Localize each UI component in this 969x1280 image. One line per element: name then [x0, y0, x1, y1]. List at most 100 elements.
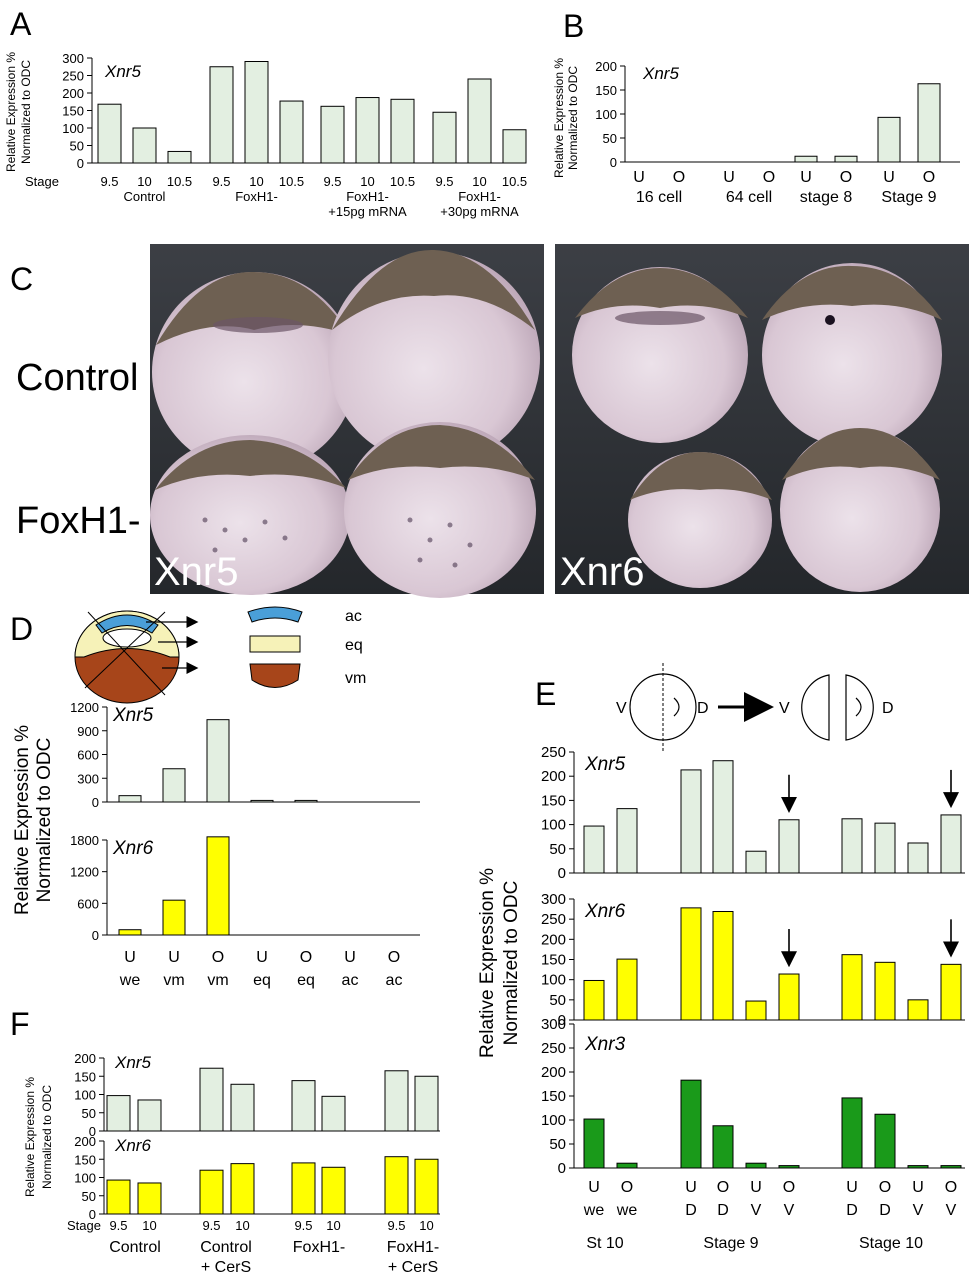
- panel-d-category-sublabel: vm: [163, 972, 184, 989]
- panel-e-category-label: O: [879, 1179, 891, 1196]
- panel-d-xnr6-tick-label: 0: [92, 928, 99, 943]
- panel-e-category-sublabel: we: [583, 1202, 605, 1219]
- panel-f-category-label: 10: [142, 1218, 156, 1233]
- schema-v-right: V: [779, 700, 790, 717]
- panel-e-xnr3-tick-label: 50: [549, 1136, 566, 1153]
- panel-e-category-sublabel: D: [685, 1202, 697, 1219]
- panel-a-bar: [502, 129, 527, 164]
- legend-swatch-ac: [247, 606, 303, 623]
- panel-d-xnr6-bar: [162, 899, 186, 936]
- panel-a-category-label: 10: [472, 174, 486, 189]
- panel-b-category-label: O: [763, 169, 775, 186]
- panel-f-xnr5-bar: [321, 1095, 346, 1132]
- panel-f-xnr5-bar: [199, 1067, 224, 1132]
- panel-e-xnr6-tick-label: 0: [558, 1012, 566, 1029]
- panel-e-xnr5-tick-label: 50: [549, 841, 566, 858]
- panel-a-group-label: Control: [124, 189, 166, 204]
- panel-b-category-label: U: [633, 169, 645, 186]
- panel-f-xnr6-bar: [199, 1169, 224, 1215]
- panel-e-category-label: O: [783, 1179, 795, 1196]
- panel-e-group-label: St 10: [586, 1235, 623, 1252]
- panel-a-category-label: 10.5: [390, 174, 415, 189]
- panel-d-category-sublabel: eq: [253, 972, 271, 989]
- photo-label-xnr6: Xnr6: [560, 550, 645, 594]
- panel-a-bar: [355, 97, 380, 164]
- panel-e-xnr6-bar: [712, 911, 734, 1021]
- panel-e-xnr3-tick-label: 200: [541, 1064, 566, 1081]
- panel-d-xnr5-bar: [162, 768, 186, 803]
- panel-f-series-label: Xnr5: [114, 1053, 151, 1072]
- panel-a-bar: [132, 127, 157, 164]
- panel-d-series-label: Xnr5: [112, 705, 154, 726]
- panel-d-category-sublabel: we: [119, 972, 141, 989]
- panel-a-category-label: 10: [360, 174, 374, 189]
- panel-e-category-label: U: [588, 1179, 600, 1196]
- panel-e-xnr3-tick-label: 0: [558, 1160, 566, 1177]
- panel-f-category-label: 9.5: [109, 1218, 127, 1233]
- panel-f-xnr5-tick-label: 200: [74, 1051, 96, 1066]
- panel-a-stage-label: Stage: [25, 174, 59, 189]
- panel-label-e: E: [535, 676, 556, 712]
- panel-e-y-label: Relative Expression % Normalized to ODC: [477, 868, 522, 1058]
- panel-a-bar: [167, 150, 192, 164]
- panel-e-xnr6-bar: [680, 907, 702, 1021]
- panel-b-group-label: Stage 9: [881, 189, 936, 206]
- panel-e-xnr6-bar: [907, 999, 929, 1021]
- panel-e-xnr5-tick-label: 100: [541, 817, 566, 834]
- photo-panel-xnr5: Xnr5: [150, 244, 544, 598]
- panel-e-category-label: U: [912, 1179, 924, 1196]
- panel-a-category-label: 10: [137, 174, 151, 189]
- panel-d-xnr5-bar: [294, 799, 318, 803]
- panel-e-schematic: V D V D: [616, 663, 894, 752]
- panel-e-xnr3-bar: [680, 1079, 702, 1169]
- panel-a-group-sublabel: +15pg mRNA: [328, 204, 407, 219]
- panel-f-xnr6-bar: [291, 1162, 316, 1215]
- panel-f-xnr6-tick-label: 150: [74, 1152, 96, 1167]
- panel-b-group-label: stage 8: [800, 189, 853, 206]
- panel-e-xnr5-tick-label: 250: [541, 744, 566, 761]
- legend-swatch-vm: [249, 663, 301, 688]
- panel-b-bar: [917, 83, 941, 163]
- panel-e-category-label: O: [717, 1179, 729, 1196]
- panel-a-category-label: 10.5: [167, 174, 192, 189]
- legend-label-ac: ac: [345, 608, 362, 625]
- panel-d-category-label: U: [256, 949, 268, 966]
- panel-d-category-label: U: [168, 949, 180, 966]
- panel-e-xnr3-tick-label: 300: [541, 1016, 566, 1033]
- panel-e-xnr5-bar: [745, 850, 767, 874]
- panel-e-xnr5-bar: [940, 814, 962, 874]
- panel-a-category-label: 10.5: [279, 174, 304, 189]
- panel-e-xnr5-tick-label: 0: [558, 865, 566, 882]
- schema-d-right: D: [882, 700, 894, 717]
- panel-f-xnr6-bar: [384, 1156, 409, 1215]
- panel-b-category-label: O: [923, 169, 935, 186]
- schema-v-left: V: [616, 700, 627, 717]
- panel-e-xnr5-bar: [841, 818, 863, 874]
- panel-f-group-label: FoxH1-: [293, 1239, 345, 1256]
- panel-e-xnr6-tick-label: 150: [541, 952, 566, 969]
- panel-f-xnr5-tick-label: 150: [74, 1069, 96, 1084]
- panel-f-xnr6-bar: [230, 1163, 255, 1215]
- panel-e-xnr6-bar: [583, 979, 605, 1021]
- panel-a-tick-label: 200: [62, 86, 84, 101]
- panel-e-xnr3-tick-label: 250: [541, 1040, 566, 1057]
- panel-d-category-label: U: [344, 949, 356, 966]
- panel-f-group-label: FoxH1-: [387, 1239, 439, 1256]
- panel-b-group-label: 16 cell: [636, 189, 682, 206]
- panel-e-xnr3-bar: [841, 1097, 863, 1169]
- panel-f-xnr5-bar: [384, 1070, 409, 1132]
- panel-b-bar: [834, 155, 858, 163]
- panel-f-xnr5-bar: [137, 1099, 162, 1132]
- panel-d-category-label: O: [388, 949, 400, 966]
- panel-a-bar: [279, 100, 304, 164]
- panel-e-xnr5-bar: [583, 825, 605, 874]
- panel-a-group-sublabel: +30pg mRNA: [440, 204, 519, 219]
- panel-e-category-sublabel: D: [846, 1202, 858, 1219]
- panel-e-series-label: Xnr5: [584, 754, 626, 775]
- panel-b-group-label: 64 cell: [726, 189, 772, 206]
- panel-e-xnr6-bar: [778, 973, 800, 1021]
- panel-a-group-label: FoxH1-: [458, 189, 501, 204]
- panel-e-group-label: Stage 10: [859, 1235, 923, 1252]
- panel-a-bar: [209, 66, 234, 164]
